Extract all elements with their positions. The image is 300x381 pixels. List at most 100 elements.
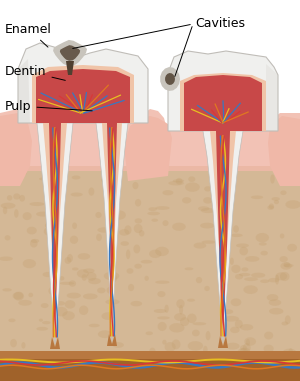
Polygon shape [82, 274, 87, 281]
Polygon shape [133, 182, 139, 189]
Polygon shape [23, 259, 36, 268]
Polygon shape [235, 274, 243, 280]
Polygon shape [272, 197, 280, 201]
Polygon shape [239, 273, 250, 276]
Polygon shape [235, 320, 243, 328]
Polygon shape [286, 200, 300, 209]
Polygon shape [124, 225, 132, 235]
Polygon shape [198, 206, 209, 211]
Polygon shape [262, 371, 276, 380]
Polygon shape [112, 362, 120, 370]
Polygon shape [121, 241, 129, 246]
Polygon shape [184, 267, 194, 270]
Polygon shape [10, 339, 17, 347]
Polygon shape [230, 258, 234, 265]
Polygon shape [280, 190, 287, 195]
Polygon shape [48, 287, 58, 295]
Polygon shape [130, 301, 142, 306]
Polygon shape [127, 268, 134, 274]
Polygon shape [47, 363, 52, 369]
Polygon shape [248, 365, 259, 373]
Polygon shape [22, 212, 32, 220]
Polygon shape [289, 348, 293, 356]
Polygon shape [13, 365, 28, 368]
Polygon shape [128, 284, 134, 291]
Text: Enamel: Enamel [5, 22, 52, 47]
Polygon shape [2, 288, 12, 291]
Polygon shape [134, 264, 142, 269]
Polygon shape [134, 224, 142, 233]
Polygon shape [231, 298, 242, 306]
Polygon shape [139, 230, 145, 237]
Polygon shape [1, 203, 16, 209]
Polygon shape [78, 253, 90, 259]
Polygon shape [50, 370, 55, 373]
Polygon shape [244, 285, 258, 294]
Polygon shape [216, 131, 230, 338]
Polygon shape [97, 288, 106, 293]
Polygon shape [206, 331, 211, 340]
Polygon shape [173, 179, 184, 182]
Polygon shape [231, 265, 241, 273]
Polygon shape [224, 316, 239, 322]
Polygon shape [21, 342, 26, 349]
Polygon shape [98, 330, 112, 338]
Polygon shape [16, 171, 27, 176]
Polygon shape [112, 358, 119, 367]
Polygon shape [83, 293, 98, 299]
Polygon shape [201, 208, 215, 213]
Polygon shape [126, 250, 130, 259]
Polygon shape [7, 195, 12, 201]
Polygon shape [187, 299, 195, 302]
Polygon shape [282, 349, 297, 357]
Polygon shape [87, 272, 97, 281]
Polygon shape [269, 203, 274, 209]
Polygon shape [112, 342, 124, 348]
Polygon shape [251, 273, 266, 278]
Polygon shape [124, 116, 172, 181]
Polygon shape [30, 202, 44, 206]
Polygon shape [149, 347, 156, 356]
Polygon shape [32, 65, 134, 123]
Polygon shape [239, 247, 248, 256]
Polygon shape [77, 269, 89, 278]
Polygon shape [267, 205, 274, 210]
Polygon shape [230, 327, 240, 333]
Polygon shape [267, 294, 278, 301]
Polygon shape [152, 219, 158, 222]
Polygon shape [226, 343, 240, 350]
Polygon shape [108, 218, 116, 227]
Polygon shape [233, 225, 239, 233]
Polygon shape [238, 348, 249, 358]
Polygon shape [165, 73, 175, 85]
Polygon shape [182, 197, 191, 203]
Polygon shape [259, 242, 267, 246]
Polygon shape [57, 301, 65, 306]
Polygon shape [107, 123, 117, 338]
Polygon shape [0, 353, 300, 381]
Polygon shape [18, 43, 148, 123]
Polygon shape [53, 40, 87, 66]
Polygon shape [274, 200, 279, 204]
Polygon shape [162, 340, 167, 345]
Polygon shape [69, 359, 76, 366]
Polygon shape [106, 299, 120, 304]
Polygon shape [251, 195, 263, 199]
Polygon shape [285, 315, 291, 324]
Polygon shape [196, 277, 202, 283]
Polygon shape [88, 278, 101, 284]
Polygon shape [72, 223, 77, 229]
Polygon shape [280, 256, 288, 262]
Polygon shape [227, 371, 232, 375]
Polygon shape [280, 234, 284, 239]
Polygon shape [146, 331, 153, 335]
Polygon shape [107, 362, 118, 371]
Polygon shape [217, 359, 230, 368]
Text: Pulp: Pulp [5, 99, 92, 112]
Polygon shape [39, 319, 43, 322]
Polygon shape [96, 123, 128, 342]
Polygon shape [72, 267, 79, 271]
Polygon shape [237, 364, 241, 370]
Polygon shape [45, 222, 58, 229]
Polygon shape [89, 324, 100, 327]
